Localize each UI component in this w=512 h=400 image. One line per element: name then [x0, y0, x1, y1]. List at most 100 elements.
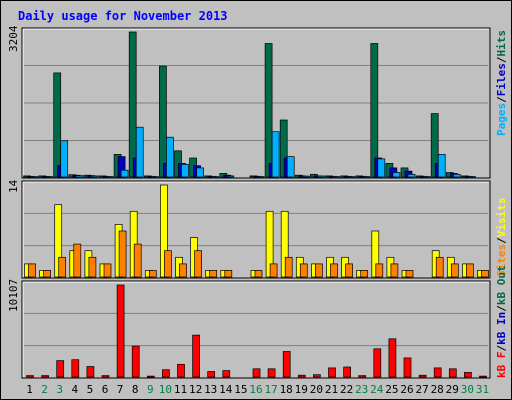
legend-entry: /: [495, 96, 508, 103]
day-label: 30: [461, 383, 474, 396]
legend-entry: /: [495, 237, 508, 244]
day-label: 12: [189, 383, 202, 396]
sites-bar: [254, 270, 263, 278]
legend-entry: Visits: [495, 198, 508, 238]
kbytes-bar: [373, 348, 382, 378]
sites-bar: [360, 270, 369, 278]
day-label: 19: [295, 383, 308, 396]
day-label: 20: [310, 383, 323, 396]
pages-bar: [362, 176, 371, 178]
legend-entry: kB Out: [495, 265, 508, 305]
pages-bar: [407, 173, 416, 178]
hits-files-pages-panel: [21, 27, 491, 179]
pages-bar: [105, 176, 114, 178]
pages-bar: [347, 176, 355, 178]
kbytes-bar: [297, 374, 306, 378]
sites-bar: [269, 263, 278, 278]
kbytes-bar: [388, 338, 397, 378]
day-label: 3: [56, 383, 63, 396]
pages-bar: [226, 175, 235, 178]
day-label: 8: [132, 383, 139, 396]
kbytes-bar: [433, 367, 442, 378]
hits-bar: [53, 72, 62, 178]
sites-bar: [73, 243, 82, 278]
day-label: 11: [174, 383, 187, 396]
sites-bar: [315, 263, 323, 278]
kbytes-bar: [403, 357, 412, 378]
visits-bar: [265, 210, 274, 278]
day-label: 21: [325, 383, 338, 396]
pages-bar: [45, 176, 53, 178]
pages-bar: [286, 156, 295, 178]
pages-bar: [437, 154, 446, 178]
sites-bar: [375, 263, 384, 278]
kbytes-bar: [252, 368, 261, 378]
bot-legend: kB F/kB In/kB Out: [495, 265, 508, 378]
pages-bar: [135, 126, 144, 178]
pages-bar: [377, 158, 386, 178]
sites-bar: [194, 250, 202, 278]
kbytes-bar: [358, 375, 367, 378]
kbytes-bar: [207, 371, 216, 378]
legend-entry: /: [495, 305, 508, 312]
pages-bar: [301, 175, 310, 178]
kbytes-bar: [328, 367, 336, 378]
mid-legend: Sites/Visits: [495, 198, 508, 278]
bot-ymax-label: 10107: [7, 279, 20, 312]
pages-bar: [166, 136, 174, 178]
legend-entry: kB In: [495, 312, 508, 345]
day-label: 16: [249, 383, 262, 396]
sites-bar: [330, 263, 338, 278]
kbytes-bar: [464, 372, 472, 378]
sites-bar: [390, 263, 399, 278]
kbytes-bar: [41, 375, 49, 378]
day-label: 28: [431, 383, 444, 396]
kbytes-bar: [26, 375, 34, 378]
legend-entry: Files: [495, 63, 508, 96]
sites-bar: [58, 256, 67, 278]
kbytes-bar: [177, 363, 185, 378]
sites-bar: [405, 270, 414, 278]
kbytes-bar: [313, 374, 321, 378]
pages-bar: [271, 131, 280, 178]
sites-bar: [164, 250, 172, 278]
sites-bar: [43, 270, 51, 278]
top-legend: Pages/Files/Hits: [495, 30, 508, 136]
legend-bot-text: kB F/kB In/kB Out: [495, 265, 508, 378]
visits-sites-panel: [21, 180, 491, 279]
pages-bar: [150, 176, 159, 178]
kbytes-bar: [56, 360, 65, 378]
sites-bar: [450, 263, 459, 278]
hits-bar: [430, 113, 439, 178]
mid-ymax-label: 14: [7, 179, 20, 193]
day-label: 24: [370, 383, 384, 396]
hits-bar: [279, 119, 288, 178]
legend-entry: kB F: [495, 352, 508, 379]
kbytes-bar: [267, 368, 276, 378]
visits-bar: [371, 230, 380, 278]
hits-bar: [264, 43, 273, 178]
kbytes-bar: [71, 359, 80, 378]
pages-bar: [60, 140, 69, 178]
sites-bar: [345, 263, 353, 278]
pages-bar: [120, 169, 129, 178]
top-ymax-label: 3204: [7, 25, 20, 52]
sites-bar: [284, 256, 293, 278]
hits-bar: [370, 43, 379, 178]
kbytes-bar: [131, 345, 140, 378]
sites-bar: [133, 243, 142, 278]
day-label: 7: [117, 383, 124, 396]
hits-bar: [159, 65, 167, 178]
pages-bar: [422, 176, 431, 178]
pages-bar: [90, 175, 99, 178]
day-label: 10: [159, 383, 172, 396]
legend-entry: /: [495, 345, 508, 352]
kbytes-bar: [282, 351, 291, 378]
day-label: 31: [476, 383, 489, 396]
hits-bar: [128, 31, 137, 178]
sites-bar: [435, 256, 444, 278]
day-label: 15: [234, 383, 247, 396]
x-axis-day-labels: 1 2 3 4 5 6 7 8 9 10 11 12 13 14 15 16 17 18 19 20 21 22 23 24 2…: [26, 383, 489, 396]
day-label: 5: [87, 383, 94, 396]
